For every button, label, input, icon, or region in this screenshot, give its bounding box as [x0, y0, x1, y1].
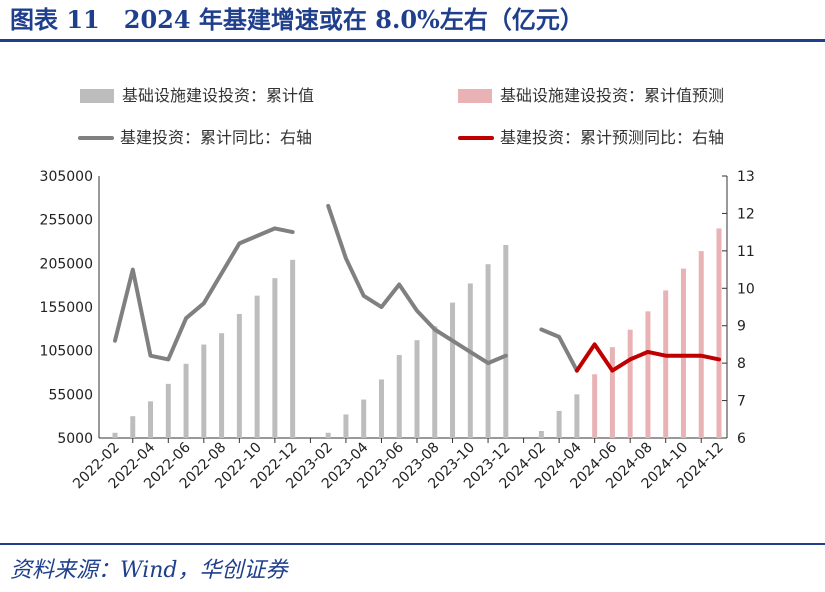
y-left-tick-label-2: 105000 — [40, 344, 93, 360]
bar-actual-2023-05 — [378, 379, 384, 438]
figure-title: 图表 11 2024 年基建增速或在 8.0%左右（亿元） — [10, 5, 584, 34]
bar-actual-2023-12 — [503, 244, 509, 438]
bar-forecast-2024-12 — [716, 228, 722, 438]
bar-actual-2022-06 — [183, 363, 189, 438]
bar-forecast-2024-09 — [663, 290, 669, 438]
bar-actual-2023-09 — [450, 302, 456, 438]
bar-actual-2023-02 — [325, 432, 331, 438]
bar-actual-2022-09 — [236, 313, 242, 438]
source-divider — [0, 543, 825, 545]
y-right-tick-label-1: 7 — [737, 394, 746, 410]
bar-actual-2023-03 — [343, 414, 349, 438]
y-left-tick-label-0: 5000 — [57, 431, 93, 447]
legend-swatch-bar-actual — [80, 89, 114, 103]
legend-label-line-actual: 基建投资：累计同比：右轴 — [120, 128, 313, 147]
legend-swatch-bar-forecast — [458, 89, 492, 103]
bar-actual-2022-11 — [272, 278, 278, 438]
line-forecast-segment-0 — [574, 342, 721, 373]
line-actual-segment-1 — [326, 203, 508, 366]
bar-actual-2023-06 — [396, 355, 402, 438]
y-right-tick-label-5: 11 — [737, 244, 755, 260]
bar-actual-2022-08 — [219, 333, 225, 438]
bar-actual-2023-11 — [485, 264, 491, 438]
line-actual-segment-0 — [113, 226, 295, 362]
bar-forecast-2024-11 — [698, 251, 704, 438]
legend-label-bar-forecast: 基础设施建设投资：累计值预测 — [500, 86, 725, 105]
bar-actual-2022-04 — [148, 401, 154, 438]
bar-actual-2022-12 — [290, 259, 296, 438]
bar-actual-2022-05 — [165, 383, 171, 438]
legend-swatch-line-forecast — [458, 136, 494, 140]
y-right-tick-label-4: 10 — [737, 281, 755, 297]
bar-forecast-2024-05 — [592, 374, 598, 438]
y-left-tick-label-3: 155000 — [40, 300, 93, 316]
bar-actual-2024-03 — [556, 410, 562, 438]
y-right-tick-label-2: 8 — [737, 356, 746, 372]
bar-forecast-2024-06 — [609, 347, 615, 438]
bar-actual-2022-10 — [254, 295, 260, 438]
bar-actual-2024-02 — [538, 431, 544, 438]
bar-forecast-2024-07 — [627, 329, 633, 438]
y-right-tick-label-3: 9 — [737, 319, 746, 335]
y-left-tick-label-1: 55000 — [48, 387, 93, 403]
chart-plot: 5000 55000 105000 155000 205000 255000 305000 6… — [40, 169, 755, 492]
bar-actual-2023-04 — [361, 399, 367, 438]
y-right-tick-label-6: 12 — [737, 206, 755, 222]
title-divider — [0, 39, 825, 42]
bar-actual-2022-07 — [201, 344, 207, 438]
legend-swatch-line-actual — [78, 136, 114, 140]
source-note: 资料来源：Wind，华创证券 — [10, 558, 288, 583]
y-right-tick-label-7: 13 — [737, 169, 755, 185]
bar-actual-2023-10 — [467, 283, 473, 438]
bar-forecast-2024-08 — [645, 311, 651, 438]
bar-actual-2023-07 — [414, 340, 420, 438]
bar-actual-2022-03 — [130, 416, 136, 438]
bar-actual-2024-04 — [574, 394, 580, 438]
bar-forecast-2024-10 — [680, 268, 686, 438]
legend-label-bar-actual: 基础设施建设投资：累计值 — [122, 86, 315, 105]
y-left-tick-label-6: 305000 — [40, 169, 93, 185]
y-right-tick-label-0: 6 — [737, 431, 746, 447]
y-left-tick-label-5: 255000 — [40, 213, 93, 229]
y-left-tick-label-4: 205000 — [40, 256, 93, 272]
line-actual-segment-2 — [539, 327, 579, 373]
legend-label-line-forecast: 基建投资：累计预测同比：右轴 — [500, 128, 725, 147]
bar-actual-2022-02 — [112, 432, 118, 438]
bar-actual-2023-08 — [432, 326, 438, 438]
